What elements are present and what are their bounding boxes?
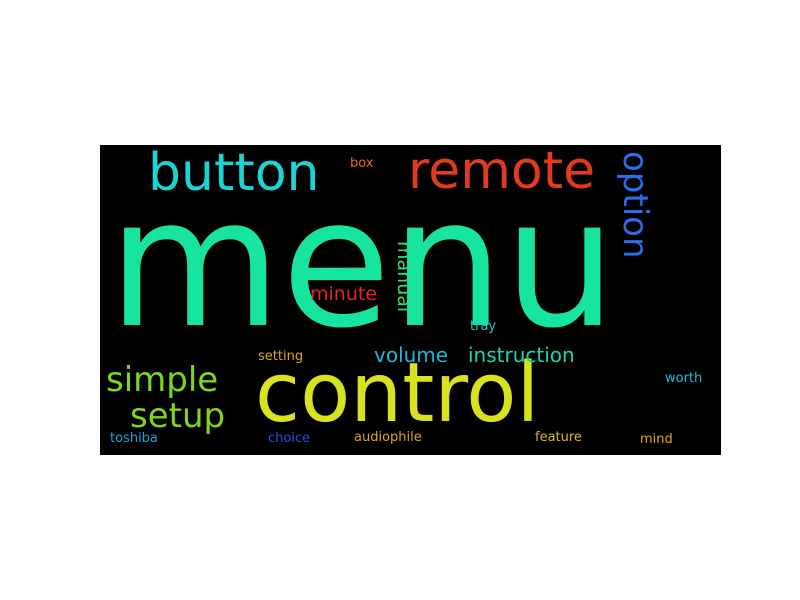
word-instruction: instruction (468, 343, 575, 367)
word-simple: simple (106, 360, 219, 400)
word-volume: volume (374, 343, 449, 367)
word-tray: tray (470, 319, 497, 334)
word-menu: menu (108, 160, 617, 367)
word-audiophile: audiophile (354, 430, 422, 445)
word-worth: worth (665, 371, 703, 386)
word-toshiba: toshiba (110, 431, 158, 446)
word-minute: minute (310, 283, 378, 305)
word-setting: setting (258, 349, 304, 364)
word-manual: manual (393, 241, 415, 313)
word-setup: setup (130, 396, 226, 436)
word-box: box (350, 156, 374, 171)
word-control: control (255, 346, 540, 441)
word-option: option (615, 151, 655, 259)
word-choice: choice (268, 431, 311, 446)
word-mind: mind (640, 432, 673, 447)
word-remote: remote (408, 145, 596, 201)
word-button: button (148, 145, 320, 203)
word-cloud: menu control button remote option simple… (100, 145, 721, 455)
word-feature: feature (535, 430, 582, 445)
